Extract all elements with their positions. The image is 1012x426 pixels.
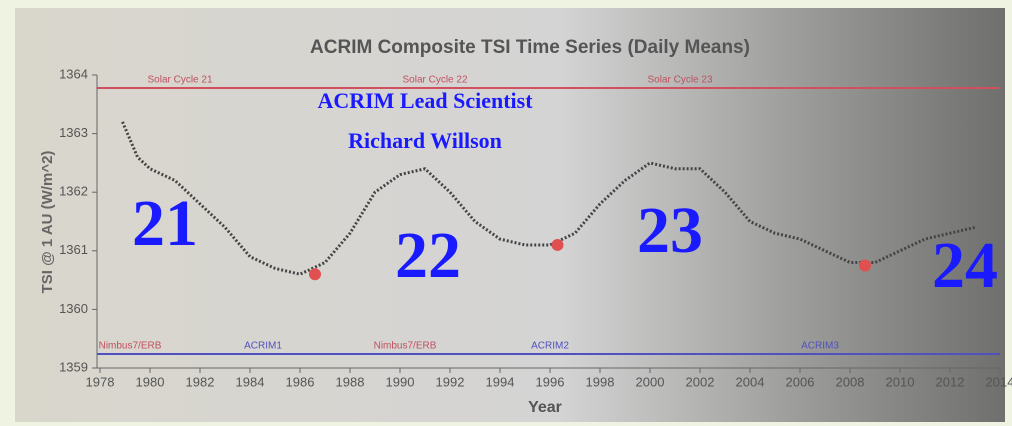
cycle-number: 21 xyxy=(132,187,198,260)
x-tick-label: 2006 xyxy=(786,374,815,389)
cycle-minimum xyxy=(859,259,871,272)
x-tick-label: 1988 xyxy=(336,374,365,389)
x-tick-label: 1998 xyxy=(586,374,615,389)
x-tick-label: 1982 xyxy=(186,374,215,389)
x-tick-label: 2008 xyxy=(836,374,865,389)
instrument-label: ACRIM2 xyxy=(531,341,569,352)
cycle-label: Solar Cycle 21 xyxy=(147,75,212,86)
x-tick-label: 1978 xyxy=(86,374,115,389)
y-tick-label: 1359 xyxy=(59,359,88,374)
y-tick-label: 1364 xyxy=(59,66,88,81)
x-tick-label: 1986 xyxy=(286,374,315,389)
cycle-minimum xyxy=(551,238,564,251)
y-tick-label: 1360 xyxy=(59,301,88,316)
y-axis-title: TSI @ 1 AU (W/m^2) xyxy=(39,151,56,294)
x-tick-label: 1980 xyxy=(136,374,165,389)
cycle-number: 22 xyxy=(395,219,461,292)
instrument-label: ACRIM1 xyxy=(244,341,282,352)
x-tick-label: 1992 xyxy=(436,374,465,389)
x-tick-label: 1994 xyxy=(486,374,515,389)
x-tick-label: 2012 xyxy=(936,374,965,389)
x-tick-label: 2000 xyxy=(636,374,665,389)
instrument-label: Nimbus7/ERB xyxy=(99,341,162,352)
overlay-heading: ACRIM Lead Scientist xyxy=(317,88,533,113)
x-axis-title: Year xyxy=(528,399,562,416)
y-tick-label: 1363 xyxy=(59,125,88,140)
y-tick-label: 1361 xyxy=(59,242,88,257)
overlay-heading: Richard Willson xyxy=(348,128,502,153)
x-tick-label: 2014 xyxy=(986,374,1012,389)
cycle-number: 23 xyxy=(637,194,703,267)
cycle-label: Solar Cycle 22 xyxy=(402,75,467,86)
instrument-label: ACRIM3 xyxy=(801,341,839,352)
x-tick-label: 2004 xyxy=(736,374,765,389)
y-tick-label: 1362 xyxy=(59,184,88,199)
x-tick-label: 1984 xyxy=(236,374,265,389)
x-tick-label: 2002 xyxy=(686,374,715,389)
instrument-label: Nimbus7/ERB xyxy=(374,341,437,352)
cycle-number: 24 xyxy=(932,229,998,302)
cycle-minimum xyxy=(309,268,321,281)
x-tick-label: 2010 xyxy=(886,374,915,389)
chart-title: ACRIM Composite TSI Time Series (Daily M… xyxy=(310,37,750,58)
cycle-label: Solar Cycle 23 xyxy=(647,75,712,86)
x-tick-label: 1996 xyxy=(536,374,565,389)
x-tick-label: 1990 xyxy=(386,374,415,389)
